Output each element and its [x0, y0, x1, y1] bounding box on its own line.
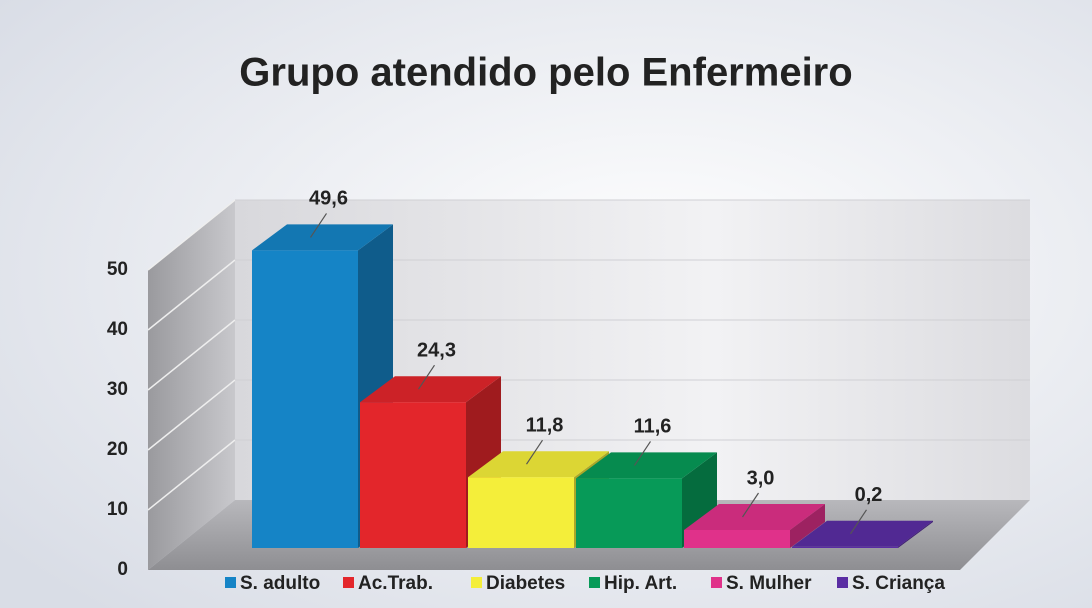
legend-swatch	[711, 577, 722, 588]
bar-top	[684, 504, 825, 530]
bar-top	[252, 224, 393, 251]
y-tick-label: 30	[107, 379, 128, 400]
bar	[792, 546, 898, 548]
grid-line	[147, 439, 236, 511]
bar-top	[468, 451, 609, 478]
y-tick-label: 20	[107, 439, 128, 460]
bar-side	[898, 520, 933, 548]
legend-label: Ac.Trab.	[358, 573, 433, 594]
bar	[576, 478, 682, 548]
bar-top	[360, 376, 501, 403]
y-tick-label: 10	[107, 499, 128, 520]
grid-line	[147, 199, 236, 271]
bar-top	[576, 452, 717, 479]
leader-line	[850, 509, 867, 535]
legend-label: Diabetes	[486, 573, 565, 594]
y-tick-label: 0	[117, 559, 128, 580]
leader-line	[310, 213, 327, 238]
y-tick-label: 50	[107, 259, 128, 280]
y-tick-label: 40	[107, 319, 128, 340]
legend-swatch	[837, 577, 848, 588]
leader-line	[418, 364, 435, 390]
value-label: 3,0	[747, 467, 775, 489]
side-wall	[148, 200, 235, 570]
legend-swatch	[589, 577, 600, 588]
legend-label: S. adulto	[240, 573, 320, 594]
bar	[468, 477, 574, 548]
value-label: 49,6	[309, 188, 348, 210]
leader-line	[526, 439, 543, 465]
legend-label: Hip. Art.	[604, 573, 677, 594]
leader-line	[742, 492, 759, 518]
legend-swatch	[225, 577, 236, 588]
grid-line	[147, 259, 236, 331]
legend-label: S. Criança	[852, 573, 945, 594]
grid-line	[147, 379, 236, 451]
chart-title: Grupo atendido pelo Enfermeiro	[239, 51, 852, 95]
value-label: 11,8	[526, 414, 564, 436]
legend-swatch	[471, 577, 482, 588]
bar-side	[790, 504, 825, 548]
bar	[684, 530, 790, 548]
bar	[252, 250, 358, 548]
bar-top	[792, 520, 933, 547]
bar	[360, 402, 466, 548]
value-label: 24,3	[417, 339, 456, 361]
value-label: 11,6	[634, 416, 672, 438]
grid-line	[147, 319, 236, 391]
leader-line	[634, 441, 651, 466]
value-label: 0,2	[855, 484, 883, 506]
legend-swatch	[343, 577, 354, 588]
legend-label: S. Mulher	[726, 573, 812, 594]
